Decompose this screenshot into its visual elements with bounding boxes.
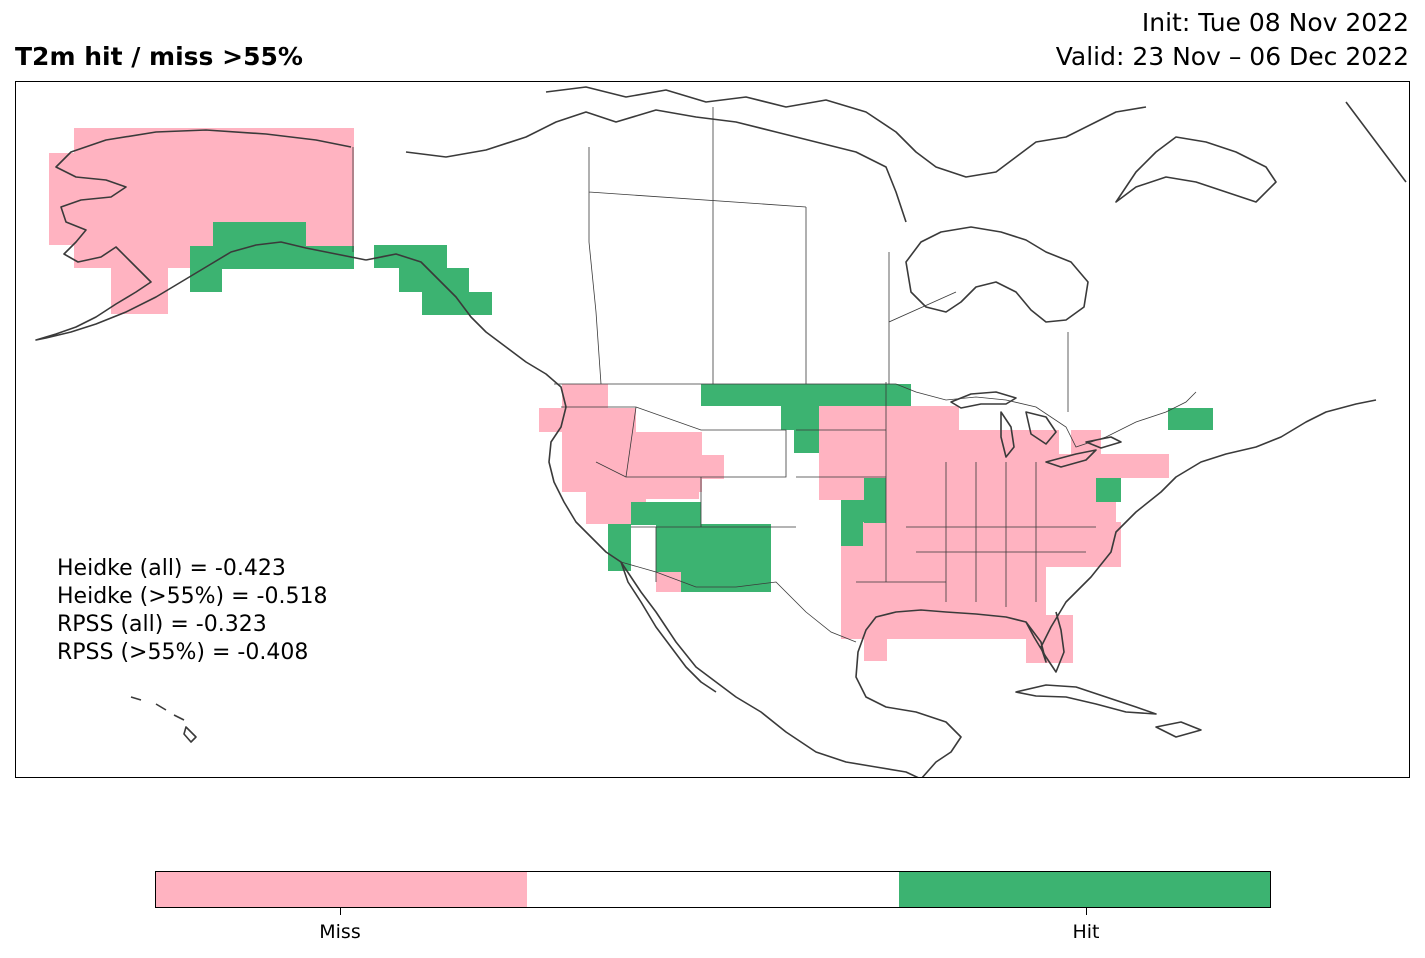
rpss-all: RPSS (all) = -0.323 (57, 612, 267, 637)
map-panel (15, 81, 1410, 778)
miss-cell (886, 478, 1116, 523)
valid-period: Valid: 23 Nov – 06 Dec 2022 (1055, 42, 1409, 71)
hit-cell (190, 269, 222, 292)
colorbar-tick-miss (340, 907, 341, 915)
miss-cell (819, 478, 864, 500)
florida-coast (1025, 611, 1065, 673)
colorbar (155, 871, 1271, 908)
canada-us-border (554, 383, 1197, 448)
heidke-55: Heidke (>55%) = -0.518 (57, 584, 328, 609)
canada-provinces (588, 107, 1069, 412)
lake-erie (1045, 449, 1097, 468)
miss-cell (819, 454, 1069, 478)
miss-cell (111, 268, 168, 314)
colorbar-miss (156, 872, 528, 907)
heidke-all: Heidke (all) = -0.423 (57, 556, 286, 581)
miss-cell (841, 522, 1121, 567)
hit-cell (701, 384, 911, 406)
colorbar-label-hit: Hit (1072, 921, 1100, 943)
greenland-edge (1345, 101, 1407, 183)
cuba (1015, 684, 1157, 715)
hit-cell (422, 292, 492, 315)
colorbar-tick-hit (1086, 907, 1087, 915)
us-mexico-border (620, 561, 857, 643)
gulf-coast (855, 399, 1377, 777)
miss-cell (864, 639, 887, 661)
hit-cell (841, 500, 886, 522)
pacific-coast (365, 253, 919, 777)
alaska-coast (35, 129, 367, 341)
colorbar-hit (898, 872, 1270, 907)
miss-cell (1026, 615, 1073, 663)
hit-cell (631, 502, 701, 525)
hit-cell (213, 222, 306, 246)
miss-cell (562, 455, 722, 479)
miss-cell (562, 384, 608, 408)
hit-cell (1096, 478, 1121, 502)
hudson-bay (905, 226, 1089, 323)
miss-cell (636, 479, 699, 499)
miss-cell (656, 572, 681, 592)
hit-cell (399, 268, 469, 292)
baja-coast (620, 561, 717, 693)
hawaii (130, 696, 197, 743)
colorbar-neutral (527, 872, 899, 907)
coastlines (35, 86, 1407, 777)
miss-cell (819, 406, 959, 430)
hit-cell (1168, 408, 1213, 430)
hispaniola (1155, 721, 1202, 738)
map-canvas (35, 86, 1407, 777)
miss-cell (841, 567, 1046, 615)
miss-cell (702, 455, 724, 479)
baffin-island (1115, 136, 1277, 203)
hit-cell (190, 246, 354, 269)
miss-cell (539, 408, 636, 432)
lake-ontario (1085, 436, 1122, 449)
lake-michigan (1000, 411, 1015, 458)
rpss-55: RPSS (>55%) = -0.408 (57, 640, 309, 665)
map-title: T2m hit / miss >55% (15, 42, 303, 71)
miss-cell (1059, 454, 1169, 478)
miss-cell (49, 153, 74, 245)
political-borders (352, 107, 1197, 643)
hit-cell (656, 524, 771, 572)
init-date: Init: Tue 08 Nov 2022 (1141, 8, 1409, 37)
colorbar-label-miss: Miss (319, 921, 361, 943)
hit-cell (794, 430, 819, 453)
miss-cell (819, 430, 1059, 454)
hit-cell (841, 522, 863, 546)
lake-huron (1025, 411, 1057, 445)
hit-cell (681, 572, 771, 592)
us-states (561, 382, 1096, 607)
hit-cell (608, 524, 631, 571)
arctic-coast (405, 109, 907, 223)
hit-cell (374, 245, 447, 268)
arctic-islands (545, 86, 1147, 178)
skill-scores: Heidke (all) = -0.423 Heidke (>55%) = -0… (57, 555, 327, 667)
